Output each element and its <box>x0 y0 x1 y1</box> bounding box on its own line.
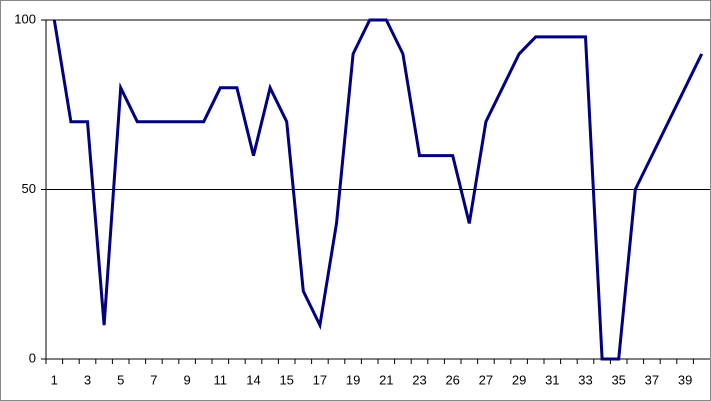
x-tick-label: 23 <box>412 372 426 387</box>
x-tick-label: 11 <box>214 372 228 387</box>
x-tick-label: 15 <box>279 372 293 387</box>
x-tick-label: 29 <box>512 372 526 387</box>
x-tick-label: 39 <box>678 372 692 387</box>
x-tick-label: 33 <box>578 372 592 387</box>
x-tick-label: 5 <box>117 372 124 387</box>
x-tick-label: 27 <box>479 372 493 387</box>
data-line <box>52 18 704 361</box>
x-tick-label: 19 <box>346 372 360 387</box>
x-tick-label: 35 <box>611 372 625 387</box>
x-tick-label: 17 <box>313 372 327 387</box>
x-tick-label: 37 <box>645 372 659 387</box>
x-tick-label: 7 <box>150 372 157 387</box>
x-tick-label: 14 <box>246 372 260 387</box>
x-tick-label: 26 <box>445 372 459 387</box>
x-tick-label: 9 <box>183 372 190 387</box>
y-tick-label: 0 <box>29 350 36 365</box>
y-tick-label: 50 <box>22 181 36 196</box>
x-tick-label: 3 <box>84 372 91 387</box>
x-tick-label: 31 <box>545 372 559 387</box>
x-tick-label: 21 <box>379 372 393 387</box>
x-tick-label: 1 <box>51 372 58 387</box>
y-tick-label: 100 <box>14 11 36 26</box>
